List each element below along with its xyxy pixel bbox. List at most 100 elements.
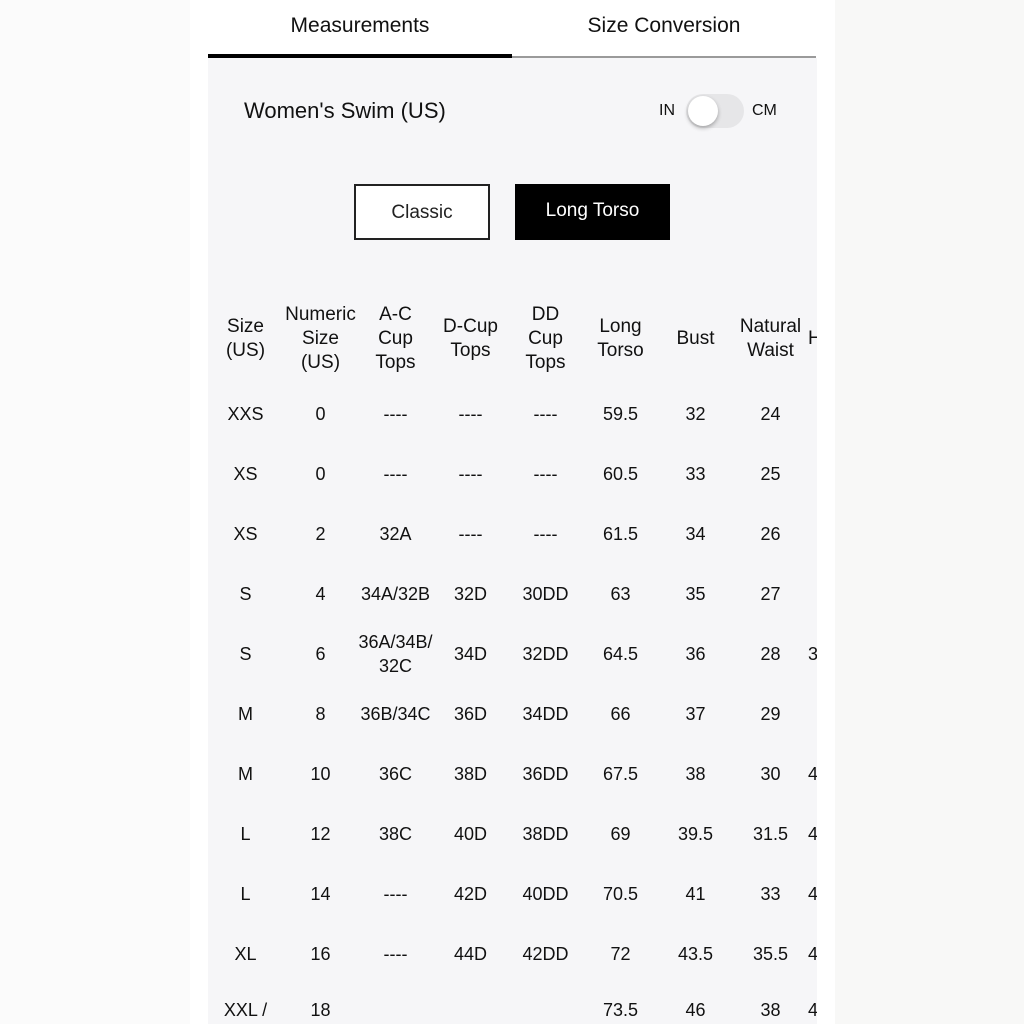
- table-cell: 67.5: [602, 764, 639, 784]
- table-cell: 63: [610, 584, 631, 604]
- table-cell: 31.5: [752, 824, 789, 844]
- table-cell: ----: [383, 944, 408, 964]
- table-cell: 34DD: [522, 704, 569, 724]
- tab-measurements[interactable]: Measurements: [208, 0, 512, 58]
- table-cell: 66: [610, 704, 631, 724]
- table-row: M 8 36B/34C 36D 34DD 66 37 29: [208, 684, 817, 744]
- measurements-panel: Women's Swim (US) IN CM Classic Long Tor…: [208, 58, 817, 1024]
- classic-button[interactable]: Classic: [354, 184, 490, 240]
- table-cell: 30: [760, 764, 781, 784]
- column-header: H: [808, 328, 817, 349]
- column-header: Size (US): [225, 316, 266, 361]
- table-cell: 4: [808, 944, 817, 964]
- table-cell: ----: [383, 404, 408, 424]
- table-cell: ----: [383, 464, 408, 484]
- column-header: A-C Cup Tops: [375, 304, 416, 373]
- table-cell: 59.5: [602, 404, 639, 424]
- table-row: XS 2 32A ---- ---- 61.5 34 26: [208, 504, 817, 564]
- table-cell: 36DD: [522, 764, 569, 784]
- table-cell: M: [238, 764, 253, 784]
- table-cell: 70.5: [602, 884, 639, 904]
- table-cell: ----: [458, 404, 483, 424]
- table-cell: 4: [808, 884, 817, 904]
- column-header: Long Torso: [597, 316, 644, 361]
- table-cell: 36A/34B/32C: [358, 632, 433, 676]
- table-cell: 42DD: [522, 944, 569, 964]
- table-row: L 12 38C 40D 38DD 69 39.5 31.5 4: [208, 804, 817, 864]
- table-cell: 28: [760, 644, 781, 664]
- table-cell: 64.5: [602, 644, 639, 664]
- table-cell: 24: [760, 404, 781, 424]
- table-cell: 0: [315, 464, 326, 484]
- table-cell: 36C: [378, 764, 413, 784]
- table-cell: 12: [310, 824, 331, 844]
- column-header: Numeric Size (US): [285, 304, 356, 373]
- table-cell: ----: [458, 524, 483, 544]
- table-cell: 32DD: [522, 644, 569, 664]
- tab-size-conversion[interactable]: Size Conversion: [512, 0, 816, 58]
- table-cell: 2: [315, 524, 326, 544]
- column-header: Natural Waist: [739, 316, 802, 361]
- table-cell: 34A/32B: [360, 584, 431, 604]
- table-cell: S: [239, 644, 252, 664]
- table-cell: 26: [760, 524, 781, 544]
- unit-label-cm: CM: [752, 102, 777, 119]
- table-cell: 29: [760, 704, 781, 724]
- table-row: S 4 34A/32B 32D 30DD 63 35 27: [208, 564, 817, 624]
- table-cell: L: [240, 884, 251, 904]
- table-cell: 8: [315, 704, 326, 724]
- table-cell: 40D: [453, 824, 488, 844]
- table-cell: 38DD: [522, 824, 569, 844]
- table-header-row: Size (US) Numeric Size (US) A-C Cup Tops D-…: [208, 294, 817, 384]
- table-cell: ----: [533, 404, 558, 424]
- table-cell: 60.5: [602, 464, 639, 484]
- table-row: L 14 ---- 42D 40DD 70.5 41 33 4: [208, 864, 817, 924]
- table-row: XS 0 ---- ---- ---- 60.5 33 25: [208, 444, 817, 504]
- table-cell: XL: [234, 944, 257, 964]
- table-cell: 32A: [379, 524, 412, 544]
- table-cell: 4: [808, 1000, 817, 1020]
- table-cell: ----: [383, 884, 408, 904]
- table-cell: 42D: [453, 884, 488, 904]
- table-cell: 35.5: [752, 944, 789, 964]
- column-header: DD Cup Tops: [525, 304, 566, 373]
- table-cell: 27: [760, 584, 781, 604]
- table-cell: 69: [610, 824, 631, 844]
- table-cell: XXS: [227, 404, 264, 424]
- table-cell: 40DD: [522, 884, 569, 904]
- table-cell: 38: [760, 1000, 781, 1020]
- table-cell: 38D: [453, 764, 488, 784]
- table-cell: 61.5: [602, 524, 639, 544]
- column-header: Bust: [676, 328, 715, 349]
- long-torso-button[interactable]: Long Torso: [515, 184, 670, 240]
- table-cell: 4: [808, 764, 817, 784]
- table-cell: S: [239, 584, 252, 604]
- table-cell: 14: [310, 884, 331, 904]
- table-cell: 3: [808, 644, 817, 664]
- table-cell: ----: [533, 524, 558, 544]
- table-cell: 38C: [378, 824, 413, 844]
- background-right: [835, 0, 1024, 1024]
- chart-title: Women's Swim (US): [244, 98, 446, 123]
- table-cell: 4: [315, 584, 326, 604]
- table-cell: 25: [760, 464, 781, 484]
- table-cell: 73.5: [602, 1000, 639, 1020]
- table-cell: 36D: [453, 704, 488, 724]
- table-cell: XXL /: [223, 1000, 268, 1020]
- size-table: Size (US) Numeric Size (US) A-C Cup Tops D-…: [208, 294, 817, 1024]
- unit-toggle[interactable]: [686, 94, 744, 128]
- table-cell: XS: [233, 524, 258, 544]
- table-cell: 33: [760, 884, 781, 904]
- table-row: XL 16 ---- 44D 42DD 72 43.5 35.5 4: [208, 924, 817, 984]
- table-cell: L: [240, 824, 251, 844]
- table-cell: 30DD: [522, 584, 569, 604]
- table-cell: 10: [310, 764, 331, 784]
- table-row: XXL / 18 73.5 46 38 4: [208, 984, 817, 1024]
- table-cell: 35: [685, 584, 706, 604]
- table-cell: ----: [533, 464, 558, 484]
- table-cell: XS: [233, 464, 258, 484]
- table-cell: 36B/34C: [360, 704, 431, 724]
- table-row: XXS 0 ---- ---- ---- 59.5 32 24: [208, 384, 817, 444]
- table-cell: 34: [685, 524, 706, 544]
- table-cell: 16: [310, 944, 331, 964]
